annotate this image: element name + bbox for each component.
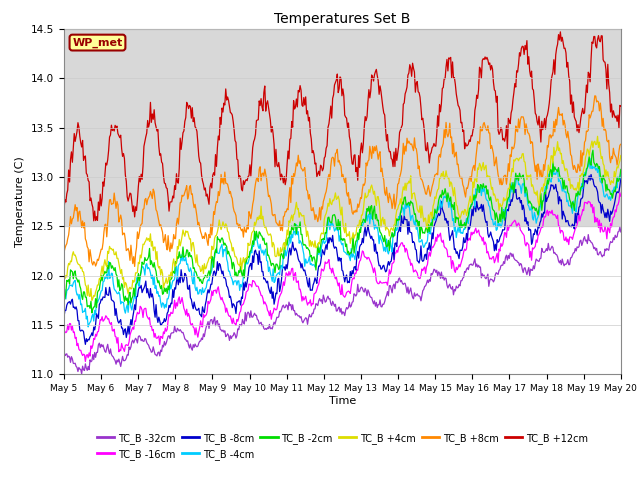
Bar (64, 29, 621, 226)
Title: Temperatures Set B: Temperatures Set B (274, 12, 411, 26)
Y-axis label: Temperature (C): Temperature (C) (15, 156, 26, 247)
Legend: TC_B -32cm, TC_B -16cm, TC_B -8cm, TC_B -4cm, TC_B -2cm, TC_B +4cm, TC_B +8cm, T: TC_B -32cm, TC_B -16cm, TC_B -8cm, TC_B … (97, 433, 588, 459)
Text: WP_met: WP_met (72, 37, 123, 48)
X-axis label: Time: Time (329, 396, 356, 406)
